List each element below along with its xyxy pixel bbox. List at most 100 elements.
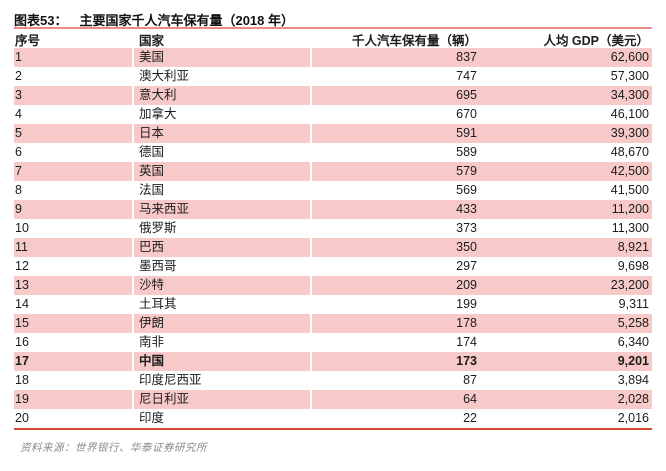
cell-country: 澳大利亚 (132, 67, 310, 86)
cell-rank: 13 (15, 278, 29, 292)
cell-cars-per-1000: 174 (310, 333, 487, 352)
cell-rank: 18 (15, 373, 29, 387)
cell-rank: 7 (15, 164, 22, 178)
cell-country: 伊朗 (132, 314, 310, 333)
cell-country: 尼日利亚 (132, 390, 310, 409)
table-row: 15 伊朗 178 5,258 (14, 314, 652, 333)
cell-cars-per-1000: 22 (310, 409, 487, 428)
table-row: 17 中国 173 9,201 (14, 352, 652, 371)
cell-gdp-per-capita: 23,200 (610, 278, 649, 292)
cell-country: 德国 (132, 143, 310, 162)
cell-rank: 10 (15, 221, 29, 235)
cell-cars-per-1000: 433 (310, 200, 487, 219)
cell-rank: 11 (15, 240, 28, 254)
table-row: 20 印度 22 2,016 (14, 409, 652, 428)
column-header-gdp-per-capita: 人均 GDP（美元） (543, 33, 649, 48)
cell-country: 墨西哥 (132, 257, 310, 276)
cell-cars-per-1000: 173 (310, 352, 487, 371)
cell-cars-per-1000: 87 (310, 371, 487, 390)
table-row: 16 南非 174 6,340 (14, 333, 652, 352)
column-header-country: 国家 (139, 33, 165, 48)
cell-country: 日本 (132, 124, 310, 143)
cell-gdp-per-capita: 46,100 (610, 107, 649, 121)
cell-country: 俄罗斯 (132, 219, 310, 238)
cell-country: 印度尼西亚 (132, 371, 310, 390)
cell-cars-per-1000: 747 (310, 67, 487, 86)
cell-gdp-per-capita: 11,300 (611, 221, 649, 235)
figure-label: 图表53： (14, 13, 68, 28)
table-row: 11 巴西 350 8,921 (14, 238, 652, 257)
cell-rank: 6 (15, 145, 22, 159)
cell-gdp-per-capita: 11,200 (611, 202, 649, 216)
cell-cars-per-1000: 591 (310, 124, 487, 143)
cell-gdp-per-capita: 57,300 (610, 69, 649, 83)
top-rule-divider (14, 27, 652, 29)
table-row: 18 印度尼西亚 87 3,894 (14, 371, 652, 390)
table-row: 4 加拿大 670 46,100 (14, 105, 652, 124)
cell-rank: 8 (15, 183, 22, 197)
cell-country: 巴西 (132, 238, 310, 257)
cell-rank: 12 (15, 259, 29, 273)
cell-gdp-per-capita: 8,921 (617, 240, 649, 254)
column-header-rank: 序号 (15, 33, 41, 48)
table-row: 13 沙特 209 23,200 (14, 276, 652, 295)
figure-title: 图表53： 主要国家千人汽车保有量（2018 年） (14, 10, 294, 29)
cell-gdp-per-capita: 41,500 (610, 183, 649, 197)
cell-gdp-per-capita: 39,300 (610, 126, 649, 140)
cell-gdp-per-capita: 5,258 (617, 316, 649, 330)
cell-rank: 2 (15, 69, 22, 83)
cell-rank: 15 (15, 316, 29, 330)
cell-rank: 17 (15, 354, 29, 368)
table-row: 19 尼日利亚 64 2,028 (14, 390, 652, 409)
cell-rank: 4 (15, 107, 22, 121)
cell-rank: 19 (15, 392, 29, 406)
cell-rank: 3 (15, 88, 22, 102)
cell-cars-per-1000: 589 (310, 143, 487, 162)
cell-cars-per-1000: 178 (310, 314, 487, 333)
table-row: 6 德国 589 48,670 (14, 143, 652, 162)
cell-country: 沙特 (132, 276, 310, 295)
cell-cars-per-1000: 837 (310, 48, 487, 67)
column-header-cars-per-1000: 千人汽车保有量（辆） (351, 33, 477, 48)
cell-gdp-per-capita: 9,311 (618, 297, 649, 311)
cell-cars-per-1000: 670 (310, 105, 487, 124)
cell-rank: 16 (15, 335, 29, 349)
table-row: 8 法国 569 41,500 (14, 181, 652, 200)
bottom-rule-divider (14, 428, 652, 430)
cell-country: 法国 (132, 181, 310, 200)
cell-gdp-per-capita: 9,201 (617, 354, 649, 368)
table-row: 14 土耳其 199 9,311 (14, 295, 652, 314)
cell-gdp-per-capita: 48,670 (610, 145, 649, 159)
table-row: 10 俄罗斯 373 11,300 (14, 219, 652, 238)
table-row: 12 墨西哥 297 9,698 (14, 257, 652, 276)
cell-cars-per-1000: 350 (310, 238, 487, 257)
cell-country: 英国 (132, 162, 310, 181)
cell-rank: 1 (15, 50, 22, 64)
table-body: 1 美国 837 62,600 2 澳大利亚 747 57,300 3 意大利 … (14, 48, 652, 428)
cell-gdp-per-capita: 9,698 (617, 259, 649, 273)
cell-country: 中国 (132, 352, 310, 371)
cell-country: 马来西亚 (132, 200, 310, 219)
cell-gdp-per-capita: 2,028 (617, 392, 649, 406)
cell-rank: 9 (15, 202, 22, 216)
cell-cars-per-1000: 373 (310, 219, 487, 238)
table-row: 3 意大利 695 34,300 (14, 86, 652, 105)
cell-cars-per-1000: 569 (310, 181, 487, 200)
cell-cars-per-1000: 64 (310, 390, 487, 409)
table-row: 1 美国 837 62,600 (14, 48, 652, 67)
cell-gdp-per-capita: 62,600 (610, 50, 649, 64)
cell-rank: 5 (15, 126, 22, 140)
cell-cars-per-1000: 199 (310, 295, 487, 314)
table-header-row: 序号 国家 千人汽车保有量（辆） 人均 GDP（美元） (14, 30, 652, 48)
cell-country: 加拿大 (132, 105, 310, 124)
cell-country: 美国 (132, 48, 310, 67)
cell-gdp-per-capita: 2,016 (617, 411, 649, 425)
table-row: 2 澳大利亚 747 57,300 (14, 67, 652, 86)
cell-country: 南非 (132, 333, 310, 352)
figure-title-text: 主要国家千人汽车保有量（2018 年） (79, 13, 295, 28)
cell-cars-per-1000: 297 (310, 257, 487, 276)
cell-cars-per-1000: 695 (310, 86, 487, 105)
table-row: 9 马来西亚 433 11,200 (14, 200, 652, 219)
cell-rank: 20 (15, 411, 29, 425)
table-row: 7 英国 579 42,500 (14, 162, 652, 181)
